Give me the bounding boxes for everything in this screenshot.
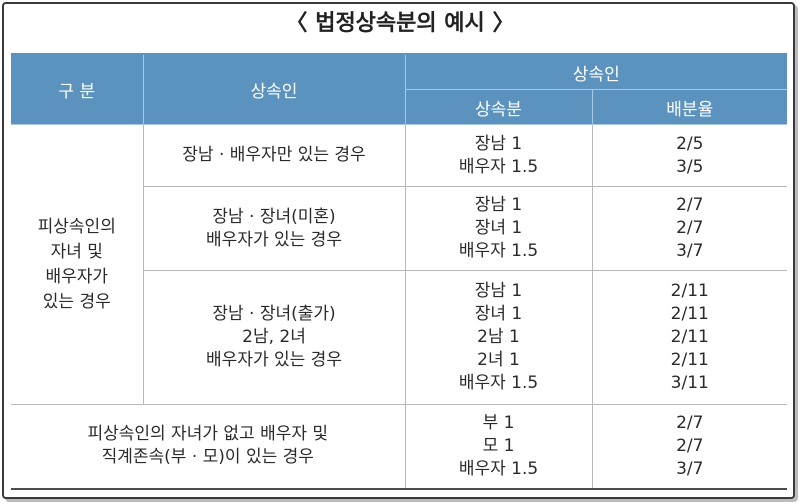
share-line: 장남 1 [474,195,523,215]
share-cell: 장남 1 장녀 1 2남 1 2녀 1 배우자 1.5 [404,270,593,405]
ratio-line: 3/7 [676,458,704,479]
page-title: 〈 법정상속분의 예시 〉 [285,11,515,36]
ratio-cell: 2/7 2/7 3/7 [591,186,788,271]
group-label-cell: 피상속인의 자녀 및 배우자가 있는 경우 [11,124,144,405]
share-line: 배우자 1.5 [458,458,539,479]
ratio-line: 3/11 [670,373,709,393]
share-cell: 장남 1 배우자 1.5 [404,124,593,187]
ratio-line: 2/7 [676,412,704,433]
share-line: 장남 1 [474,281,523,301]
ratio-line: 2/7 [676,218,704,238]
share-line: 2녀 1 [477,350,520,370]
ratio-line: 2/5 [676,133,704,154]
share-line: 2남 1 [477,327,520,347]
inheritance-share-table: 구 분 상속인 상속인 상속분 배분율 피상속인의 자녀 및 배우자가 있는 경… [11,53,788,490]
share-line: 장녀 1 [474,218,523,238]
heir-line: 2남, 2녀 [242,327,306,347]
ratio-line: 2/11 [670,281,709,301]
heir-line: 장남 · 장녀(출가) [212,304,336,324]
group-label-line: 자녀 및 [50,241,103,262]
share-line: 배우자 1.5 [458,241,539,261]
share-line: 부 1 [482,412,515,433]
heir-cell: 장남 · 장녀(출가) 2남, 2녀 배우자가 있는 경우 [143,270,406,405]
group-label-line: 피상속인의 [37,216,116,237]
header-group: 상속인 [404,53,788,90]
ratio-cell: 2/7 2/7 3/7 [591,404,788,489]
group-label-line: 배우자가 [45,266,109,287]
share-line: 모 1 [482,435,515,456]
share-line: 장녀 1 [474,304,523,324]
heir-cell: 장남 · 배우자만 있는 경우 [142,124,406,187]
ratio-line: 2/7 [676,195,704,215]
ratio-line: 2/11 [670,304,709,324]
header-category: 구 분 [11,53,144,125]
group-label-line: 있는 경우 [42,291,111,312]
share-cell: 부 1 모 1 배우자 1.5 [404,404,593,489]
heir-line: 배우자가 있는 경우 [206,350,342,370]
heir-line: 장남 · 배우자만 있는 경우 [182,145,366,165]
share-line: 장남 1 [474,133,523,154]
heir-line: 배우자가 있는 경우 [206,229,342,250]
heir-cell-ascendants: 피상속인의 자녀가 없고 배우자 및 직계존속(부 · 모)이 있는 경우 [11,404,406,489]
ratio-line: 2/11 [670,327,709,347]
ratio-cell: 2/11 2/11 2/11 2/11 3/11 [591,270,788,405]
ratio-cell: 2/5 3/5 [591,124,788,187]
heir-line: 장남 · 장녀(미혼) [212,206,336,227]
heir-cell: 장남 · 장녀(미혼) 배우자가 있는 경우 [143,186,406,271]
header-ratio: 배분율 [591,89,788,125]
header-heir: 상속인 [142,53,406,125]
share-line: 배우자 1.5 [458,156,539,177]
header-share: 상속분 [405,89,593,125]
ratio-line: 2/7 [676,435,704,456]
heir-line: 직계존속(부 · 모)이 있는 경우 [101,447,314,468]
ratio-line: 3/5 [676,156,704,177]
heir-line: 피상속인의 자녀가 없고 배우자 및 [87,424,329,445]
ratio-line: 3/7 [676,241,704,261]
ratio-line: 2/11 [670,350,709,370]
share-cell: 장남 1 장녀 1 배우자 1.5 [404,186,593,271]
share-line: 배우자 1.5 [458,373,539,393]
